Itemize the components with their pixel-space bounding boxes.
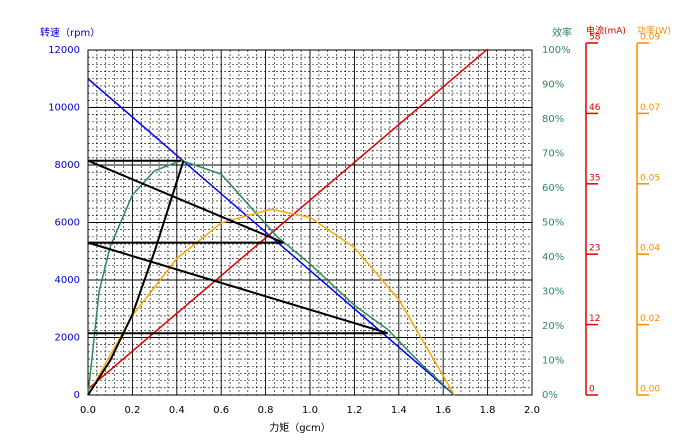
y3-tick-label: 12 xyxy=(589,314,600,324)
y-tick-label: 4000 xyxy=(55,275,80,286)
series-line xyxy=(87,208,455,396)
y2-tick-label: 90% xyxy=(542,80,564,91)
y3-tick-label: 46 xyxy=(589,103,601,113)
y2-tick-label: 0% xyxy=(542,390,558,401)
y3-tick-label: 0 xyxy=(589,385,595,395)
y3-tick-label: 35 xyxy=(589,173,600,183)
y2-tick-label: 70% xyxy=(542,149,564,160)
y-tick-label: 12000 xyxy=(48,45,80,56)
y2-tick-label: 30% xyxy=(542,287,564,298)
y-tick-label: 10000 xyxy=(48,103,80,114)
x-tick-label: 1.0 xyxy=(302,405,318,416)
y-tick-label: 8000 xyxy=(55,160,80,171)
y4-tick-label: 0.09 xyxy=(640,33,660,43)
y2-tick-label: 100% xyxy=(542,45,571,56)
reference-line xyxy=(87,159,284,244)
x-tick-label: 0.0 xyxy=(80,405,96,416)
y3-tick-label: 23 xyxy=(589,244,600,254)
x-tick-label: 1.8 xyxy=(480,405,496,416)
y-tick-label: 6000 xyxy=(55,218,80,229)
reference-line xyxy=(87,160,185,396)
series-line xyxy=(87,159,455,396)
y4-tick-label: 0.05 xyxy=(640,173,660,183)
y-tick-label: 2000 xyxy=(55,333,80,344)
y2-tick-label: 40% xyxy=(542,252,564,263)
y4-tick-label: 0.04 xyxy=(640,244,660,254)
y4-tick-label: 0.07 xyxy=(640,103,660,113)
x-tick-label: 0.6 xyxy=(213,405,229,416)
y2-axis-title: 效率 xyxy=(552,26,572,39)
y4-axis-title: 功率(W) xyxy=(637,25,671,37)
y2-tick-label: 60% xyxy=(542,183,564,194)
y3-tick-label: 58 xyxy=(589,33,601,43)
x-tick-label: 1.6 xyxy=(435,405,451,416)
y-axis-title: 转速（rpm） xyxy=(40,26,100,39)
reference-line xyxy=(87,241,388,335)
y4-tick-label: 0.00 xyxy=(640,385,660,395)
y-tick-label: 0 xyxy=(74,390,80,401)
y2-tick-label: 10% xyxy=(542,356,564,367)
x-tick-label: 2.0 xyxy=(524,405,540,416)
x-axis-title: 力矩（gcm） xyxy=(269,421,331,434)
x-tick-label: 1.4 xyxy=(391,405,407,416)
y3-axis-title: 电流(mA) xyxy=(586,25,626,37)
y2-tick-label: 80% xyxy=(542,114,564,125)
y2-tick-label: 20% xyxy=(542,321,564,332)
x-tick-label: 0.4 xyxy=(169,405,185,416)
x-tick-label: 0.8 xyxy=(258,405,274,416)
x-tick-label: 0.2 xyxy=(124,405,140,416)
y4-tick-label: 0.02 xyxy=(640,314,660,324)
x-tick-label: 1.2 xyxy=(346,405,362,416)
y2-tick-label: 50% xyxy=(542,218,564,229)
